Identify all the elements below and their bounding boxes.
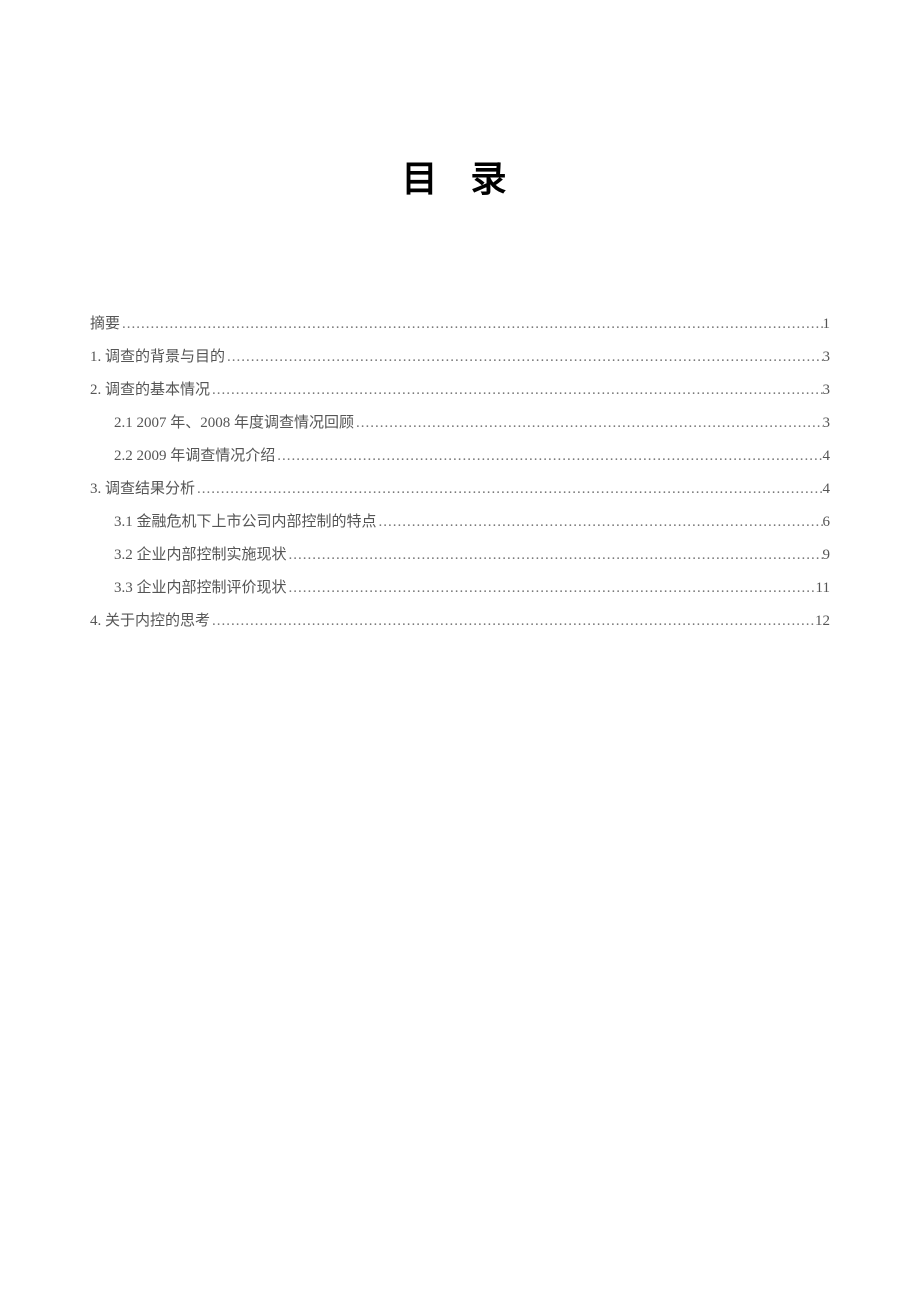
toc-entry: 1. 调查的背景与目的 3	[90, 345, 830, 366]
toc-label: 摘要	[90, 312, 120, 333]
toc-dots	[195, 481, 822, 498]
toc-page-number: 3	[823, 415, 831, 432]
toc-label: 2.1 2007 年、2008 年度调查情况回顾	[114, 411, 354, 432]
toc-entry: 3. 调查结果分析 4	[90, 477, 830, 498]
toc-dots	[275, 448, 822, 465]
toc-page-number: 4	[823, 481, 831, 498]
toc-label: 2. 调查的基本情况	[90, 378, 210, 399]
toc-entry: 摘要 1	[90, 312, 830, 333]
toc-label: 4. 关于内控的思考	[90, 609, 210, 630]
toc-entry: 2.2 2009 年调查情况介绍 4	[90, 444, 830, 465]
toc-dots	[354, 415, 822, 432]
toc-label: 3.2 企业内部控制实施现状	[114, 543, 287, 564]
toc-dots	[287, 547, 823, 564]
toc-title: 目 录	[90, 150, 830, 202]
toc-page-number: 12	[815, 613, 830, 630]
toc-dots	[120, 316, 822, 333]
toc-entry: 4. 关于内控的思考 12	[90, 609, 830, 630]
toc-page-number: 3	[823, 382, 831, 399]
toc-page-number: 4	[823, 448, 831, 465]
toc-dots	[377, 514, 823, 531]
toc-label: 2.2 2009 年调查情况介绍	[114, 444, 275, 465]
document-page: 目 录 摘要 1 1. 调查的背景与目的 3 2. 调查的基本情况 3 2.1 …	[0, 0, 920, 1302]
toc-dots	[210, 382, 822, 399]
toc-list: 摘要 1 1. 调查的背景与目的 3 2. 调查的基本情况 3 2.1 2007…	[90, 312, 830, 630]
toc-entry: 2.1 2007 年、2008 年度调查情况回顾 3	[90, 411, 830, 432]
toc-page-number: 6	[823, 514, 831, 531]
toc-entry: 3.1 金融危机下上市公司内部控制的特点 6	[90, 510, 830, 531]
toc-label: 1. 调查的背景与目的	[90, 345, 225, 366]
toc-page-number: 3	[823, 349, 831, 366]
toc-dots	[287, 580, 816, 597]
toc-label: 3. 调查结果分析	[90, 477, 195, 498]
toc-entry: 2. 调查的基本情况 3	[90, 378, 830, 399]
toc-page-number: 11	[816, 580, 830, 597]
toc-entry: 3.2 企业内部控制实施现状 9	[90, 543, 830, 564]
toc-page-number: 9	[823, 547, 831, 564]
toc-dots	[225, 349, 822, 366]
toc-dots	[210, 613, 815, 630]
toc-label: 3.1 金融危机下上市公司内部控制的特点	[114, 510, 377, 531]
toc-label: 3.3 企业内部控制评价现状	[114, 576, 287, 597]
toc-entry: 3.3 企业内部控制评价现状 11	[90, 576, 830, 597]
toc-page-number: 1	[823, 316, 831, 333]
